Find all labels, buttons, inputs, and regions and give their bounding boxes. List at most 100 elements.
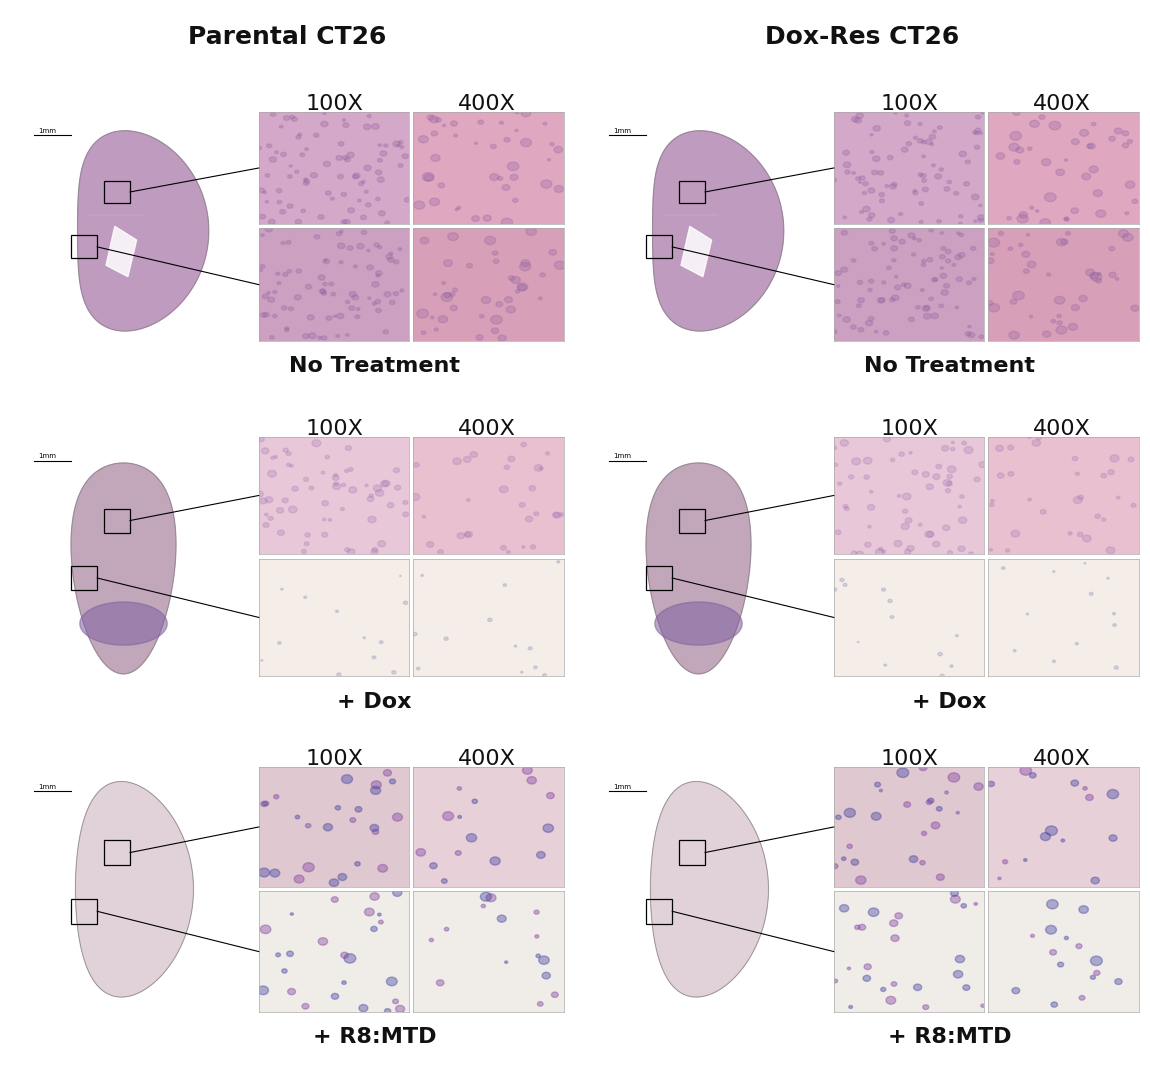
Circle shape: [480, 314, 484, 318]
Circle shape: [339, 230, 343, 233]
Circle shape: [925, 531, 933, 538]
Circle shape: [1049, 121, 1060, 130]
Circle shape: [260, 925, 271, 934]
Circle shape: [979, 218, 983, 223]
Circle shape: [360, 215, 367, 219]
Circle shape: [557, 560, 560, 563]
Circle shape: [864, 475, 869, 479]
Circle shape: [472, 799, 477, 803]
Circle shape: [903, 493, 911, 499]
Circle shape: [1107, 789, 1119, 799]
Circle shape: [843, 505, 848, 508]
Circle shape: [276, 508, 284, 513]
Text: 100X: 100X: [881, 750, 938, 769]
Circle shape: [370, 892, 380, 900]
Circle shape: [506, 551, 511, 554]
Circle shape: [840, 904, 849, 912]
Circle shape: [864, 457, 872, 464]
Circle shape: [894, 540, 902, 546]
Circle shape: [542, 972, 551, 979]
Circle shape: [1014, 160, 1020, 164]
Circle shape: [305, 532, 310, 537]
Circle shape: [377, 246, 382, 248]
Circle shape: [273, 314, 277, 317]
Circle shape: [393, 468, 399, 473]
Circle shape: [361, 230, 367, 234]
Circle shape: [296, 135, 301, 140]
Circle shape: [996, 445, 1004, 452]
Circle shape: [891, 236, 897, 241]
Circle shape: [358, 199, 361, 202]
Circle shape: [943, 525, 950, 530]
Circle shape: [427, 542, 434, 547]
Circle shape: [1106, 547, 1114, 554]
Circle shape: [1078, 532, 1083, 537]
Bar: [678, 180, 705, 203]
Circle shape: [1024, 269, 1029, 274]
Circle shape: [890, 616, 894, 619]
Circle shape: [289, 307, 293, 311]
Circle shape: [1088, 144, 1095, 149]
Circle shape: [895, 285, 900, 290]
Circle shape: [344, 219, 350, 225]
Circle shape: [946, 481, 952, 486]
Circle shape: [365, 191, 368, 193]
Circle shape: [385, 222, 390, 225]
Circle shape: [381, 480, 389, 487]
Circle shape: [353, 175, 359, 179]
Circle shape: [274, 456, 277, 458]
Circle shape: [442, 879, 447, 883]
Circle shape: [943, 283, 950, 289]
Circle shape: [520, 262, 531, 271]
Circle shape: [891, 182, 897, 186]
Bar: [646, 567, 673, 590]
Circle shape: [867, 525, 872, 528]
Circle shape: [457, 532, 465, 539]
Circle shape: [879, 193, 884, 197]
Circle shape: [1090, 273, 1098, 279]
Circle shape: [1114, 979, 1122, 984]
Circle shape: [856, 177, 860, 180]
Circle shape: [323, 259, 330, 264]
Circle shape: [1057, 321, 1063, 325]
Circle shape: [905, 550, 911, 554]
Text: + Dox: + Dox: [912, 692, 987, 711]
Circle shape: [438, 550, 444, 554]
Circle shape: [284, 116, 290, 120]
Circle shape: [288, 175, 292, 178]
Circle shape: [1122, 233, 1133, 242]
Circle shape: [393, 292, 399, 296]
Circle shape: [335, 805, 340, 810]
Circle shape: [370, 786, 381, 794]
Circle shape: [907, 545, 914, 552]
Circle shape: [534, 666, 537, 669]
Circle shape: [1009, 247, 1013, 250]
Circle shape: [347, 548, 355, 555]
Circle shape: [936, 464, 942, 469]
Circle shape: [281, 242, 285, 245]
Circle shape: [879, 547, 883, 551]
Circle shape: [355, 806, 362, 813]
Circle shape: [453, 288, 458, 292]
Circle shape: [304, 179, 309, 183]
Circle shape: [429, 198, 439, 206]
Circle shape: [345, 158, 351, 162]
Circle shape: [1089, 592, 1094, 595]
Circle shape: [268, 471, 276, 477]
Circle shape: [1035, 210, 1038, 212]
Text: No Treatment: No Treatment: [864, 357, 1035, 376]
Circle shape: [359, 1004, 368, 1012]
Circle shape: [319, 937, 328, 945]
Circle shape: [959, 233, 964, 236]
Circle shape: [956, 635, 958, 637]
Circle shape: [968, 552, 973, 555]
Circle shape: [1117, 496, 1120, 498]
Text: No Treatment: No Treatment: [289, 357, 460, 376]
Circle shape: [1041, 509, 1046, 514]
Circle shape: [388, 258, 394, 262]
Circle shape: [922, 179, 927, 182]
Circle shape: [511, 277, 521, 283]
Circle shape: [858, 924, 866, 930]
Circle shape: [475, 142, 477, 145]
Circle shape: [302, 333, 309, 339]
